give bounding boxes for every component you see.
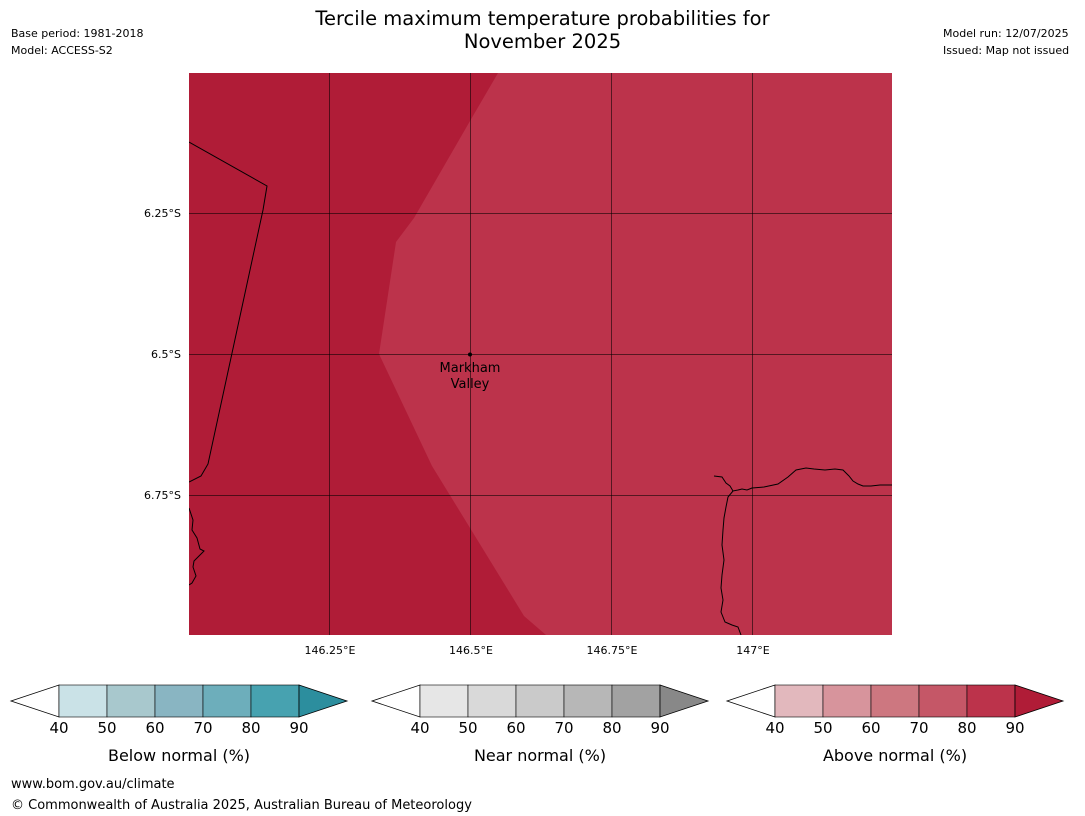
colorbar-extension-low [9, 684, 60, 718]
colorbar-extension-low [370, 684, 421, 718]
colorbar-segment [611, 684, 661, 718]
location-marker [468, 352, 472, 357]
colorbar-segment [154, 684, 204, 718]
colorbar-extension-high [659, 684, 710, 718]
base-period-text: Base period: 1981-2018 [11, 27, 144, 40]
colorbar-label: Below normal (%) [108, 746, 250, 765]
colorbar-tick-label: 70 [909, 719, 928, 737]
colorbar-tick-label: 50 [97, 719, 116, 737]
near-normal-colorbar: 40 50 60 70 80 90 Near normal (%) [370, 684, 710, 765]
map-panel: Markham Valley 6.25°S 6.5°S 6.75°S 146.2… [144, 73, 892, 657]
colorbar-tick-label: 40 [765, 719, 784, 737]
colorbar-tick-label: 80 [241, 719, 260, 737]
map-title-line1: Tercile maximum temperature probabilitie… [315, 7, 770, 30]
colorbar-segment [515, 684, 565, 718]
colorbar-tick-label: 90 [289, 719, 308, 737]
coastline-river [720, 490, 742, 635]
metadata-right: Model run: 12/07/2025 Issued: Map not is… [943, 25, 1069, 59]
issued-text: Issued: Map not issued [943, 44, 1070, 57]
colorbar-segment [58, 684, 108, 718]
colorbar-segment [250, 684, 300, 718]
colorbar-extension-high [1014, 684, 1065, 718]
model-run-text: Model run: 12/07/2025 [943, 27, 1069, 40]
colorbar-tick-label: 60 [861, 719, 880, 737]
colorbar-legends: 40 50 60 70 80 90 Below normal (%) 40 50 60 70 80 90… [9, 684, 1065, 765]
colorbar-label: Near normal (%) [474, 746, 606, 765]
colorbar-label: Above normal (%) [823, 746, 967, 765]
location-label-line2: Valley [451, 377, 490, 392]
lat-label: 6.5°S [151, 348, 181, 361]
colorbar-tick-label: 50 [813, 719, 832, 737]
colorbar-extension-high [298, 684, 349, 718]
location-label-line1: Markham [440, 361, 501, 376]
colorbar-segment [774, 684, 824, 718]
colorbar-tick-label: 60 [506, 719, 525, 737]
colorbar-tick-label: 70 [554, 719, 573, 737]
colorbar-extension-low [725, 684, 776, 718]
map-title-line2: November 2025 [463, 30, 622, 53]
lon-label: 147°E [736, 644, 769, 657]
coastline-west [189, 507, 205, 586]
footer-copyright: © Commonwealth of Australia 2025, Austra… [11, 798, 472, 813]
colorbar-tick-label: 50 [458, 719, 477, 737]
colorbar-tick-label: 40 [410, 719, 429, 737]
colorbar-segment [918, 684, 968, 718]
district-boundary [189, 141, 268, 483]
map-svg: Markham Valley 6.25°S 6.5°S 6.75°S 146.2… [144, 73, 892, 657]
colorbar-segment [870, 684, 920, 718]
lon-label: 146.5°E [449, 644, 493, 657]
colorbar-segment [563, 684, 613, 718]
boundaries [189, 141, 892, 635]
colorbar-tick-label: 70 [193, 719, 212, 737]
colorbar-segment [467, 684, 517, 718]
lat-label: 6.75°S [144, 489, 181, 502]
lat-label: 6.25°S [144, 207, 181, 220]
colorbar-tick-label: 40 [49, 719, 68, 737]
colorbar-tick-label: 80 [602, 719, 621, 737]
above-normal-colorbar: 40 50 60 70 80 90 Above normal (%) [725, 684, 1065, 765]
colorbar-tick-label: 90 [1005, 719, 1024, 737]
footer-url: www.bom.gov.au/climate [11, 777, 175, 792]
colorbar-tick-label: 60 [145, 719, 164, 737]
colorbar-segment [822, 684, 872, 718]
colorbar-segment [106, 684, 156, 718]
colorbar-tick-label: 90 [650, 719, 669, 737]
lon-label: 146.25°E [305, 644, 356, 657]
colorbar-segment [419, 684, 469, 718]
colorbar-segment [202, 684, 252, 718]
lon-label: 146.75°E [587, 644, 638, 657]
metadata-left: Base period: 1981-2018 Model: ACCESS-S2 [11, 25, 143, 59]
below-normal-colorbar: 40 50 60 70 80 90 Below normal (%) [9, 684, 349, 765]
footer: www.bom.gov.au/climate © Commonwealth of… [11, 774, 472, 816]
map-title: Tercile maximum temperature probabilitie… [0, 7, 1085, 53]
colorbar-segment [966, 684, 1016, 718]
model-text: Model: ACCESS-S2 [11, 44, 113, 57]
colorbar-tick-label: 80 [957, 719, 976, 737]
